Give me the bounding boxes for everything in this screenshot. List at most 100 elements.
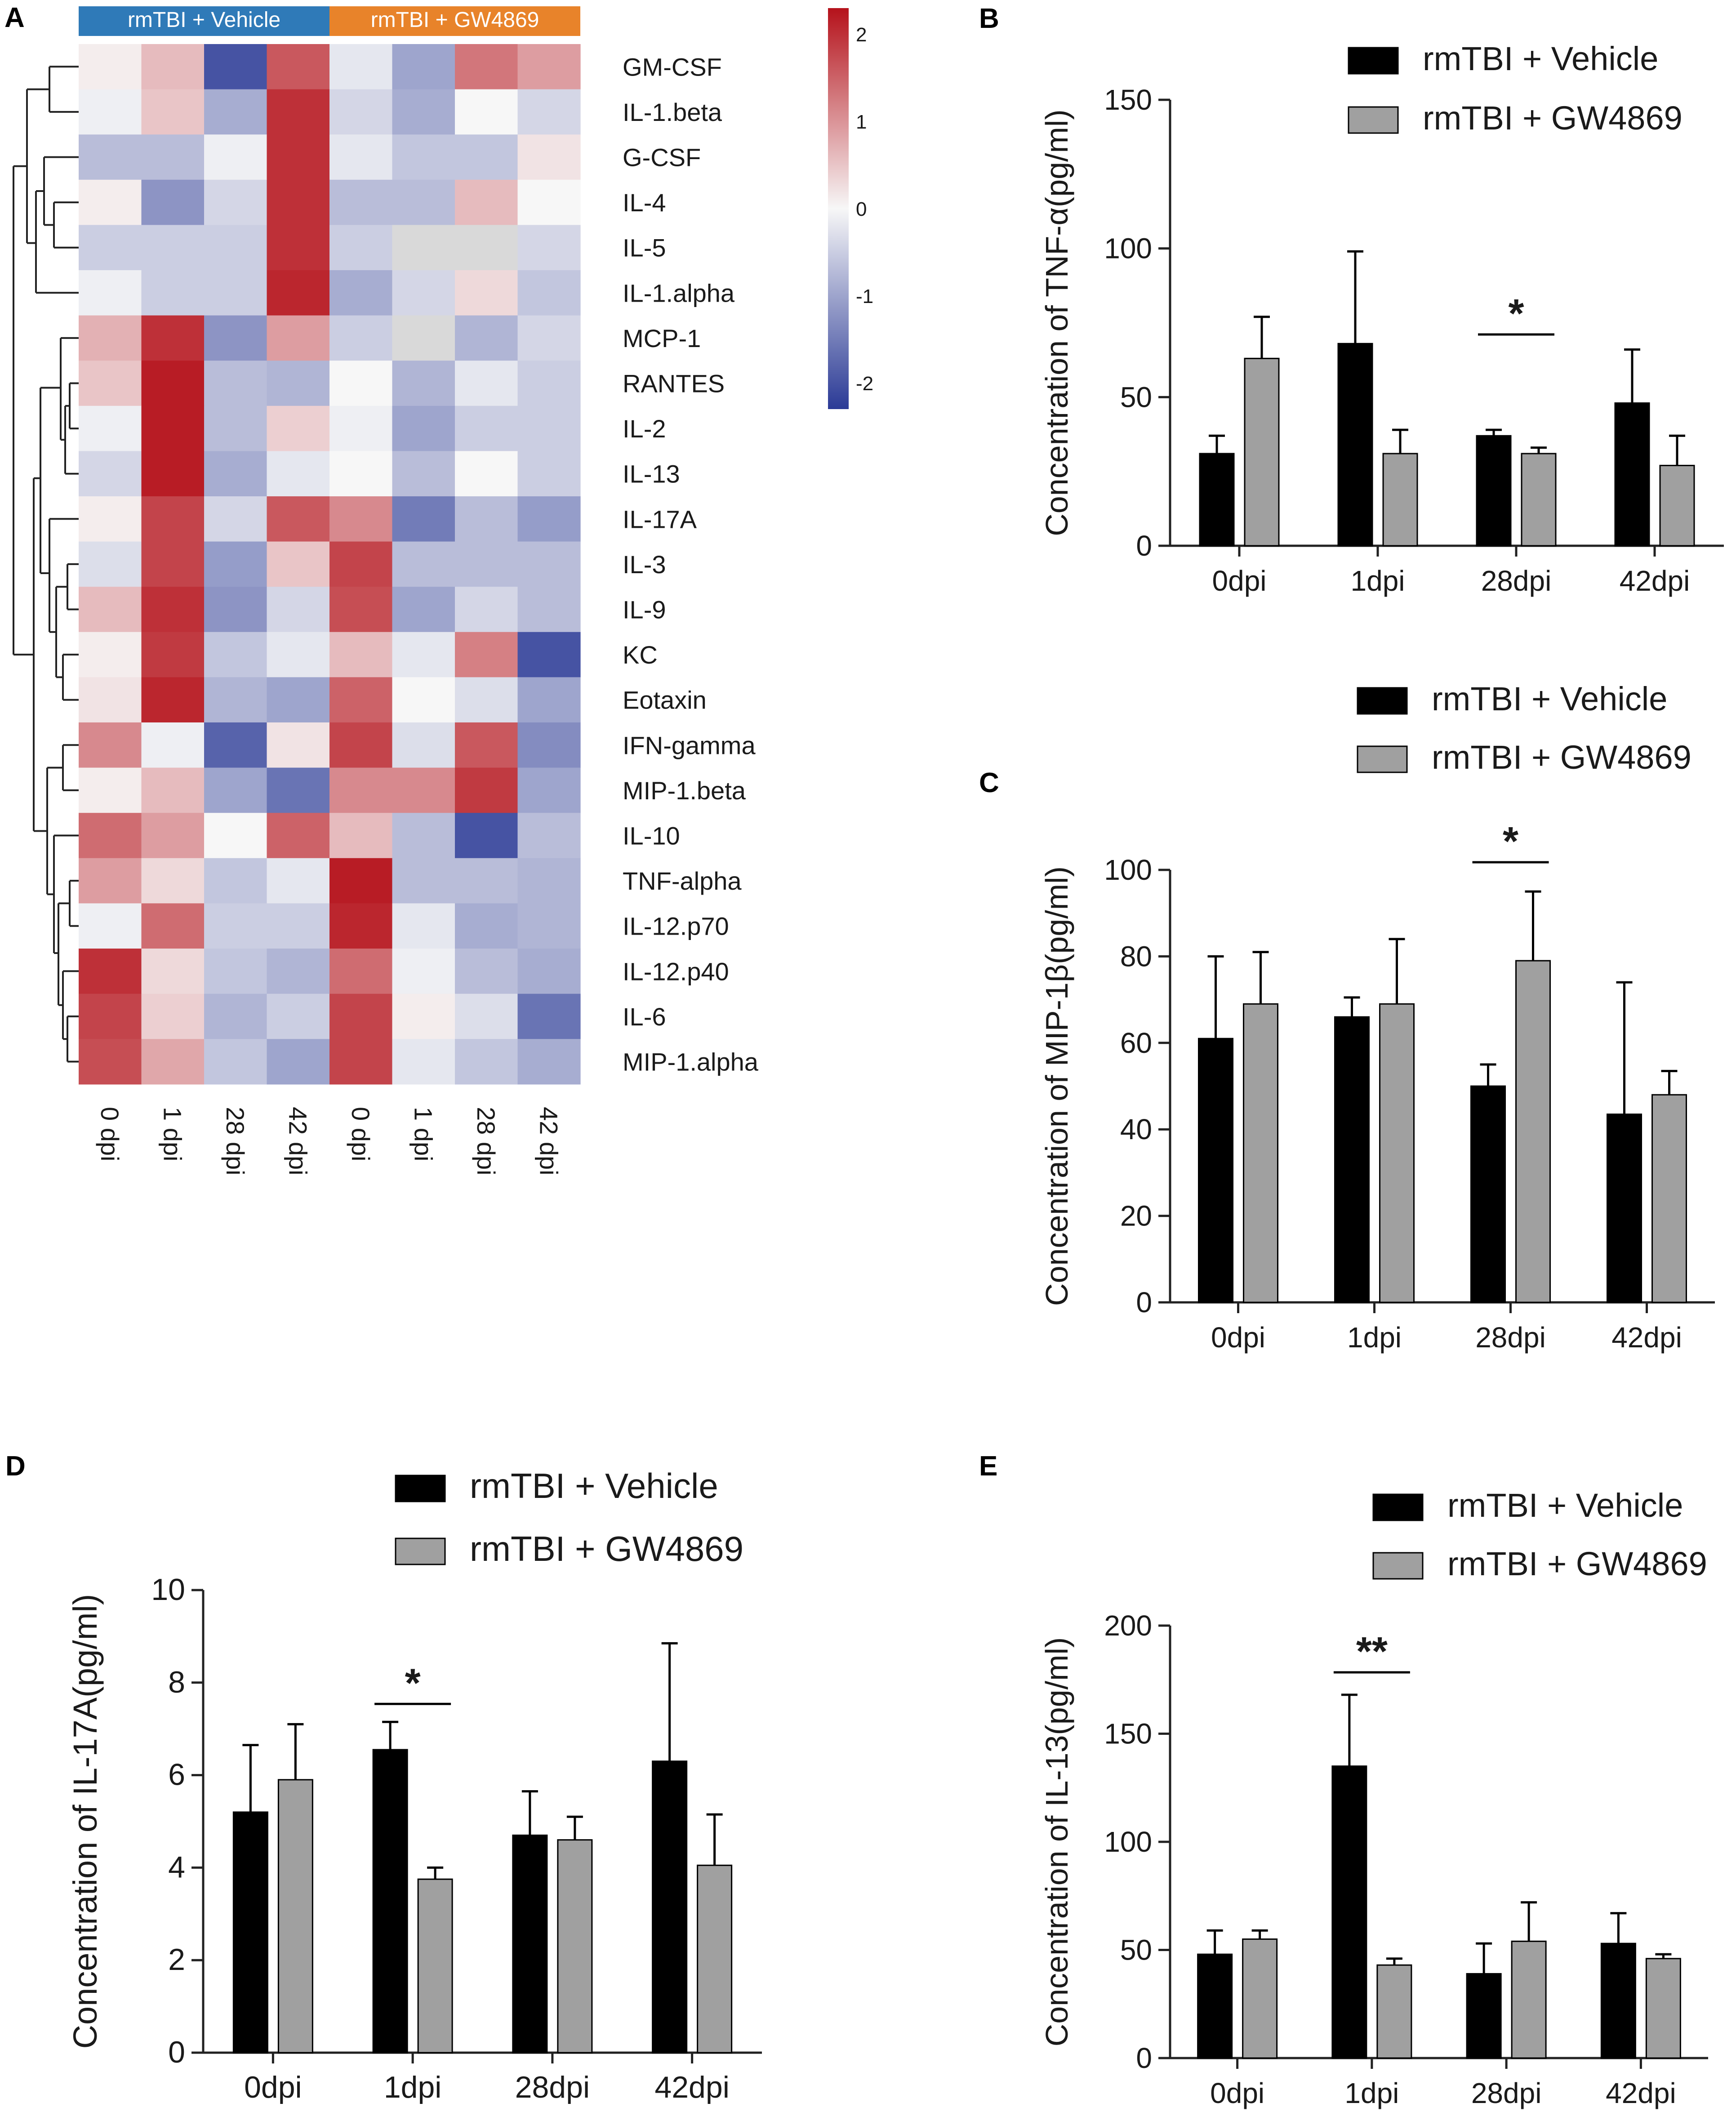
bar [1337, 343, 1373, 547]
chart-legend: rmTBI + Vehicle rmTBI + GW4869 [1348, 40, 1683, 137]
heatmap-row-label: IL-10 [623, 822, 680, 850]
group-header-gw4869: rmTBI + GW4869 [329, 6, 580, 36]
legend-swatch [1357, 687, 1408, 715]
heatmap-row-label: IL-4 [623, 188, 666, 217]
heatmap-cell [141, 89, 205, 135]
colorbar-tick-label: -1 [856, 285, 873, 307]
bar [417, 1878, 453, 2054]
heatmap-cell [455, 994, 518, 1039]
heatmap-cell [141, 405, 205, 451]
legend-swatch [395, 1537, 446, 1565]
bar [232, 1811, 268, 2054]
heatmap-cell [267, 134, 330, 180]
heatmap-cell [329, 270, 393, 316]
heatmap-cell [329, 451, 393, 497]
x-tick-label: 0dpi [1211, 1321, 1265, 1354]
bar-chart-mip-1beta: rmTBI + Vehicle rmTBI + GW4869 0 20 40 60 80 10… [1039, 680, 1715, 1354]
heatmap-cell [79, 405, 142, 451]
heatmap-cell [79, 632, 142, 677]
bar [1659, 464, 1695, 547]
heatmap-cell [517, 632, 581, 677]
heatmap-cell [204, 1039, 267, 1085]
heatmap-row-label: IL-3 [623, 550, 666, 579]
y-tick-label: 10 [151, 1573, 185, 1607]
heatmap-cell [455, 813, 518, 859]
heatmap-cell [141, 44, 205, 90]
y-tick-labels: 0 50 100 150 [1104, 84, 1152, 562]
colorbar-tick-label: -2 [856, 373, 873, 395]
heatmap-cell [517, 270, 581, 316]
heatmap-cell [79, 813, 142, 859]
heatmap-row-label: IL-1.alpha [623, 279, 735, 307]
legend-swatch [1372, 1493, 1424, 1521]
heatmap-cell [79, 722, 142, 768]
x-tick-label: 28dpi [515, 2070, 590, 2104]
x-tick-label: 28dpi [1481, 565, 1552, 597]
heatmap-cell [141, 361, 205, 406]
bar [1651, 1094, 1687, 1303]
group-header-vehicle: rmTBI + Vehicle [79, 6, 329, 36]
heatmap-cell [392, 722, 455, 768]
legend-swatch [1357, 745, 1408, 773]
bar [277, 1779, 313, 2054]
heatmap-cell [517, 949, 581, 994]
y-axis-label: Concentration of TNF-α(pg/ml) [1039, 109, 1074, 536]
heatmap-row-label: MCP-1 [623, 324, 701, 352]
heatmap-cell [141, 632, 205, 677]
y-tick-label: 50 [1120, 381, 1152, 413]
y-tick-label: 8 [168, 1665, 185, 1699]
x-axis [1170, 1301, 1715, 1313]
x-axis [1170, 544, 1724, 557]
heatmap-cell [204, 315, 267, 361]
group-label-gw4869: rmTBI + GW4869 [371, 8, 539, 32]
heatmap-cell [79, 587, 142, 633]
heatmap-cell [141, 225, 205, 271]
heatmap-dendrogram [13, 66, 79, 1063]
heatmap-cell [267, 315, 330, 361]
significance-marker: * [1478, 291, 1554, 336]
legend-swatch [1372, 1552, 1424, 1580]
x-axis [203, 2051, 762, 2063]
heatmap-cell [517, 767, 581, 813]
heatmap-column-label: 1 dpi [409, 1107, 437, 1161]
heatmap-cell [79, 903, 142, 949]
heatmap-cell [329, 315, 393, 361]
bar [512, 1834, 548, 2054]
heatmap-cell [455, 632, 518, 677]
legend-label: rmTBI + GW4869 [1432, 739, 1691, 776]
bar [1470, 1085, 1506, 1303]
x-tick-label: 42dpi [654, 2070, 729, 2104]
heatmap-cell [267, 270, 330, 316]
heatmap-cell [329, 767, 393, 813]
heatmap-cell [267, 994, 330, 1039]
heatmap-cell [79, 89, 142, 135]
heatmap-row-label: MIP-1.alpha [623, 1048, 759, 1076]
heatmap-cell [455, 315, 518, 361]
heatmap-cell [392, 949, 455, 994]
heatmap-cell [517, 451, 581, 497]
heatmap-cell [392, 496, 455, 542]
bar [1476, 435, 1512, 547]
heatmap-cell [329, 1039, 393, 1085]
heatmap-row-label: IL-12.p70 [623, 912, 729, 940]
heatmap-cell [392, 405, 455, 451]
heatmap-cell [329, 994, 393, 1039]
series-vehicle [1199, 250, 1650, 547]
significance-label: * [1508, 291, 1524, 336]
heatmap-cell [267, 722, 330, 768]
x-tick-label: 28dpi [1471, 2077, 1542, 2109]
heatmap-cell [455, 496, 518, 542]
heatmap-cell [329, 541, 393, 587]
heatmap-cell [267, 496, 330, 542]
y-tick-label: 100 [1104, 1826, 1152, 1858]
x-tick-label: 1dpi [1351, 565, 1405, 597]
heatmap-cell [141, 541, 205, 587]
heatmap-cell [455, 405, 518, 451]
heatmap-cell [517, 994, 581, 1039]
heatmap-cell [141, 1039, 205, 1085]
bar [1244, 357, 1280, 547]
y-tick-label: 6 [168, 1758, 185, 1792]
y-tick-labels: 0 20 40 60 80 100 [1104, 854, 1152, 1319]
heatmap-cell [517, 179, 581, 225]
heatmap-cell [141, 270, 205, 316]
